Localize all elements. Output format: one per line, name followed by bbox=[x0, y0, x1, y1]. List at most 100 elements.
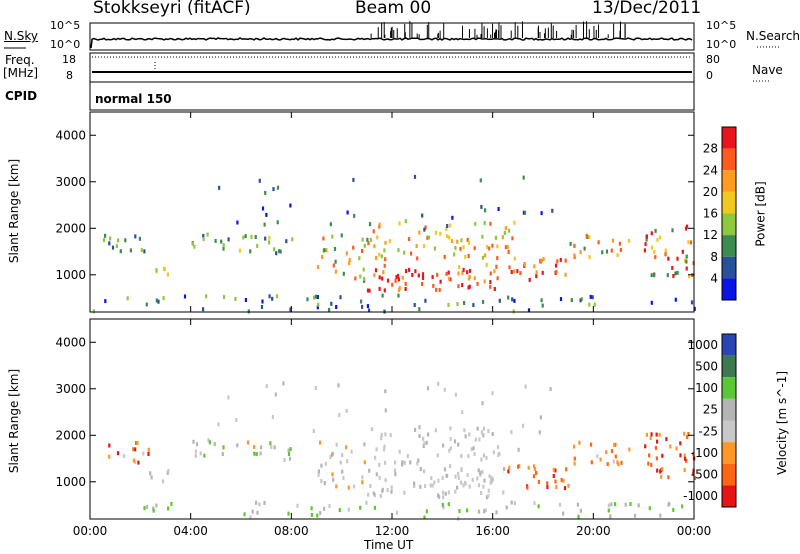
velocity-cell bbox=[532, 464, 536, 469]
velocity-cell bbox=[436, 453, 439, 458]
power-cell bbox=[476, 281, 479, 286]
power-cell bbox=[346, 210, 349, 215]
velocity-colorbar-swatch bbox=[722, 485, 736, 507]
velocity-cell bbox=[590, 442, 593, 447]
nsky-bottom-tick: 10^0 bbox=[50, 38, 81, 51]
velocity-cell bbox=[613, 443, 616, 448]
power-cell bbox=[383, 248, 386, 253]
velocity-cell bbox=[482, 433, 485, 438]
velocity-colorbar-tick: 25 bbox=[703, 403, 718, 417]
velocity-cell bbox=[490, 475, 493, 480]
power-cell bbox=[249, 249, 252, 254]
power-cell bbox=[328, 307, 331, 312]
velocity-cell bbox=[672, 507, 675, 512]
power-cell bbox=[447, 302, 450, 307]
power-cell bbox=[618, 241, 621, 246]
velocity-cell bbox=[485, 495, 489, 500]
power-cell bbox=[368, 288, 371, 293]
power-cell bbox=[250, 234, 253, 239]
power-cell bbox=[261, 206, 265, 211]
velocity-cell bbox=[675, 446, 678, 451]
power-cell bbox=[339, 295, 342, 300]
power-cell bbox=[656, 237, 659, 242]
power-cell bbox=[104, 299, 107, 304]
power-cell bbox=[272, 187, 275, 192]
velocity-cell bbox=[258, 502, 261, 507]
power-cell bbox=[554, 263, 558, 268]
velocity-cell bbox=[337, 383, 340, 388]
velocity-cell bbox=[449, 446, 452, 451]
velocity-cell bbox=[537, 504, 540, 509]
velocity-cell bbox=[236, 443, 239, 448]
velocity-cell bbox=[471, 477, 474, 482]
velocity-cell bbox=[521, 423, 525, 428]
velocity-colorbar-tick: -25 bbox=[698, 424, 718, 438]
power-cell bbox=[316, 295, 319, 299]
power-cell bbox=[501, 235, 504, 240]
power-cell bbox=[119, 249, 122, 254]
power-cell bbox=[354, 276, 357, 281]
velocity-cell bbox=[423, 515, 426, 520]
velocity-cell bbox=[319, 511, 322, 516]
velocity-cell bbox=[576, 502, 579, 507]
power-cell bbox=[666, 273, 669, 278]
power-cell bbox=[265, 212, 268, 217]
velocity-cell bbox=[332, 477, 335, 482]
date-title: 13/Dec/2011 bbox=[592, 0, 702, 18]
power-cell bbox=[366, 237, 369, 242]
velocity-cell bbox=[546, 485, 549, 490]
power-cell bbox=[556, 259, 559, 264]
velocity-cell bbox=[645, 432, 648, 437]
power-cell bbox=[535, 274, 538, 279]
power-cell bbox=[205, 294, 208, 299]
power-cell bbox=[256, 243, 259, 248]
power-cell bbox=[466, 270, 469, 275]
power-cell bbox=[404, 287, 407, 291]
velocity-cell bbox=[384, 408, 387, 413]
power-cell bbox=[111, 245, 115, 250]
velocity-colorbar-tick: -1000 bbox=[683, 489, 718, 503]
velocity-cell bbox=[288, 452, 291, 456]
velocity-cell bbox=[579, 508, 582, 513]
power-cell bbox=[551, 208, 554, 213]
power-cell bbox=[653, 273, 656, 278]
power-cell bbox=[384, 240, 387, 245]
power-cell bbox=[202, 234, 205, 238]
velocity-cell bbox=[649, 436, 652, 440]
velocity-cell bbox=[403, 490, 406, 495]
velocity-cell bbox=[468, 432, 471, 437]
velocity-cell bbox=[692, 451, 695, 456]
velocity-cell bbox=[335, 484, 338, 489]
power-cell bbox=[650, 231, 653, 236]
velocity-cell bbox=[573, 461, 576, 466]
power-cell bbox=[363, 276, 366, 281]
velocity-cell bbox=[207, 438, 210, 443]
power-cell bbox=[439, 279, 442, 284]
power-cell bbox=[134, 234, 137, 239]
power-cell bbox=[541, 270, 544, 275]
velocity-cell bbox=[478, 437, 481, 442]
freq-top-tick: 18 bbox=[62, 53, 76, 66]
velocity-cell bbox=[655, 456, 658, 461]
power-cell bbox=[684, 258, 687, 263]
power-cell bbox=[686, 224, 689, 229]
power-cell bbox=[331, 234, 334, 239]
velocity-cell bbox=[273, 445, 276, 450]
velocity-cell bbox=[481, 470, 484, 474]
power-cell bbox=[528, 277, 531, 282]
velocity-cell bbox=[437, 478, 440, 483]
power-cell bbox=[426, 235, 429, 240]
power-cell bbox=[394, 278, 397, 283]
velocity-cell bbox=[453, 439, 457, 444]
power-cell bbox=[421, 213, 424, 218]
velocity-cell bbox=[554, 468, 557, 473]
velocity-cell bbox=[679, 453, 682, 458]
velocity-cell bbox=[429, 483, 432, 488]
power-cell bbox=[564, 272, 567, 277]
velocity-cell bbox=[431, 483, 434, 488]
power-cell bbox=[481, 255, 484, 260]
velocity-cell bbox=[208, 440, 211, 445]
time-tick-label: 00:00 bbox=[677, 524, 712, 538]
power-cell bbox=[681, 249, 684, 254]
velocity-cell bbox=[367, 492, 370, 497]
